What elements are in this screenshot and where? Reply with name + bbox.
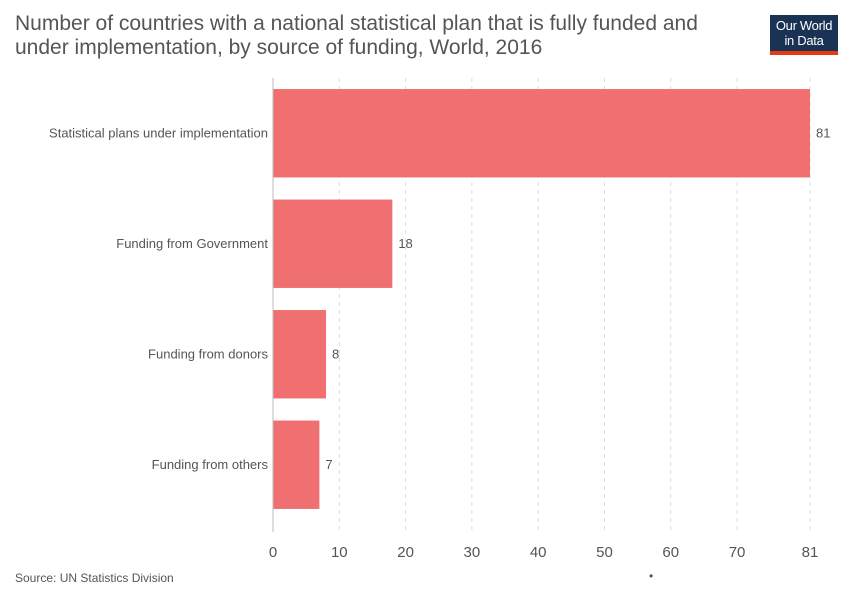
data-label: 7 bbox=[325, 457, 332, 472]
chart-title: Number of countries with a national stat… bbox=[15, 12, 698, 59]
footer-dot: • bbox=[649, 569, 654, 583]
logo-line-1: Our World bbox=[775, 18, 833, 33]
source-note[interactable]: Source: UN Statistics Division bbox=[15, 571, 174, 585]
category-label: Funding from donors bbox=[148, 346, 268, 361]
x-tick-label: 10 bbox=[331, 544, 348, 561]
owid-logo[interactable]: Our World in Data bbox=[770, 15, 838, 55]
data-label: 18 bbox=[398, 236, 412, 251]
logo-accent-bar bbox=[770, 51, 838, 55]
category-label: Statistical plans under implementation bbox=[49, 125, 268, 140]
bar bbox=[273, 310, 327, 399]
bar bbox=[273, 199, 393, 288]
x-tick-label: 60 bbox=[662, 544, 679, 561]
logo-text: Our World in Data bbox=[770, 18, 838, 48]
x-tick-label: 70 bbox=[729, 544, 746, 561]
x-tick-label: 81 bbox=[802, 544, 819, 561]
category-label: Funding from Government bbox=[116, 236, 268, 251]
x-tick-label: 40 bbox=[530, 544, 547, 561]
x-tick-label: 30 bbox=[464, 544, 481, 561]
data-label: 8 bbox=[332, 346, 339, 361]
data-label: 81 bbox=[816, 125, 830, 140]
bar bbox=[273, 420, 320, 509]
logo-line-2: in Data bbox=[784, 33, 824, 48]
category-label: Funding from others bbox=[152, 457, 269, 472]
bar bbox=[273, 89, 810, 178]
x-tick-label: 50 bbox=[596, 544, 613, 561]
x-tick-label: 0 bbox=[269, 544, 277, 561]
x-tick-label: 20 bbox=[397, 544, 414, 561]
